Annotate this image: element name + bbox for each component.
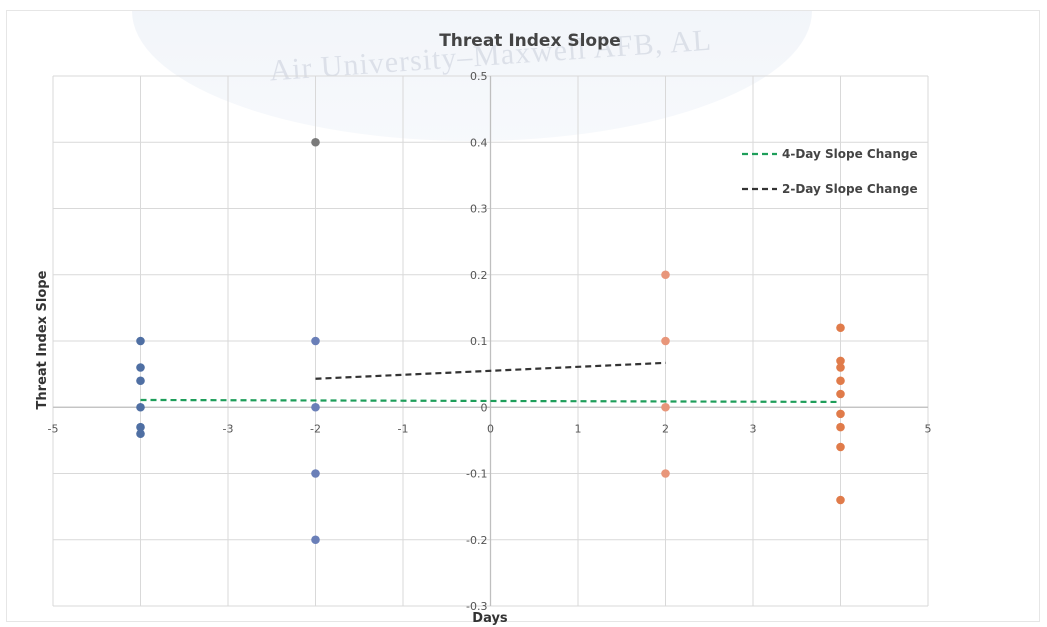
x-tick-label: 5: [925, 422, 932, 435]
data-point: [311, 535, 320, 545]
data-point: [836, 389, 845, 399]
data-point: [136, 402, 145, 412]
data-point: [836, 442, 845, 452]
trend-line: [140, 398, 841, 404]
data-point: [311, 336, 320, 346]
data-point: [136, 376, 145, 386]
data-point: [311, 469, 320, 478]
data-point: [136, 336, 145, 346]
data-point: [836, 422, 845, 432]
data-point: [661, 270, 670, 280]
data-point: [836, 356, 845, 366]
y-tick-label: -0.1: [466, 468, 487, 481]
zero-axes: [53, 76, 928, 606]
x-tick-label: 0: [487, 422, 494, 435]
x-axis-label: Days: [472, 611, 508, 626]
x-tick-label: -2: [310, 422, 321, 435]
y-tick-label: 0: [481, 401, 488, 414]
data-point: [661, 469, 670, 478]
tick-labels: -5 -3 -2 -1 0 1 2 3 5 -0.3 -0.2 -0.1 0 0.1 0.2 0.3 0.4 0.…: [48, 70, 932, 613]
x-tick-label: -5: [48, 422, 59, 435]
data-point: [661, 336, 670, 346]
data-point: [136, 422, 145, 432]
data-point: [836, 376, 845, 386]
data-point: [836, 409, 845, 419]
y-tick-label: 0.3: [470, 203, 488, 216]
y-tick-label: 0.1: [470, 335, 488, 348]
chart-frame: Air University–Maxwell AFB, AL: [6, 10, 1040, 622]
x-tick-label: 3: [750, 422, 757, 435]
x-tick-label: 1: [575, 422, 582, 435]
data-point: [311, 402, 320, 412]
legend-label: 2-Day Slope Change: [782, 182, 918, 196]
data-point: [136, 363, 145, 372]
data-point: [836, 495, 845, 505]
data-point: [661, 402, 670, 412]
y-tick-label: 0.2: [470, 269, 488, 282]
y-tick-label: 0.5: [470, 70, 488, 83]
x-tick-label: 2: [662, 422, 669, 435]
data-point: [311, 137, 320, 147]
y-tick-label: -0.3: [466, 600, 487, 613]
data-point: [836, 323, 845, 333]
legend-label: 4-Day Slope Change: [782, 147, 918, 161]
y-axis-label: Threat Index Slope: [35, 270, 50, 409]
y-tick-label: 0.4: [470, 136, 488, 149]
x-tick-label: -1: [398, 422, 409, 435]
data-point: [836, 363, 845, 372]
data-point: [136, 429, 145, 439]
chart-title: Threat Index Slope: [439, 31, 621, 51]
x-tick-label: -3: [223, 422, 234, 435]
trend-lines: [140, 361, 841, 404]
trend-line: [315, 361, 666, 380]
legend: 4-Day Slope Change 2-Day Slope Change: [742, 147, 918, 196]
data-points: [136, 137, 845, 545]
y-tick-label: -0.2: [466, 534, 487, 547]
